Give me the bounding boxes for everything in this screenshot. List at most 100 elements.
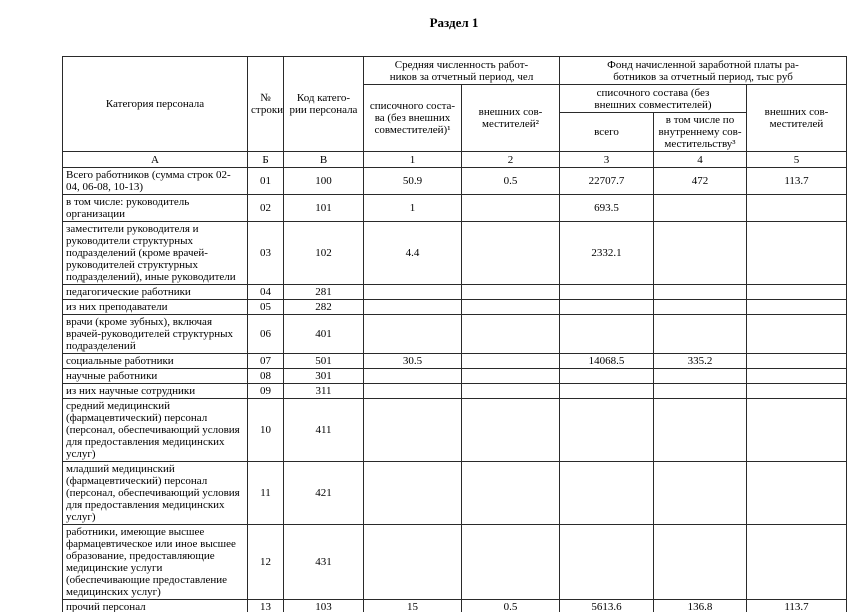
cell-category: средний медицинский (фармацевтический) п… xyxy=(62,398,248,462)
cell-c2: 0.5 xyxy=(461,167,560,195)
cell-c4 xyxy=(653,299,747,315)
cell-line: 08 xyxy=(247,368,284,384)
cell-c3 xyxy=(559,383,654,399)
cell-c4 xyxy=(653,368,747,384)
cell-c1 xyxy=(363,461,462,525)
table-row: Всего работников (сумма строк 02-04, 06-… xyxy=(62,167,847,195)
cell-c2 xyxy=(461,398,560,462)
header-category: Категория персонала xyxy=(62,56,248,152)
cell-c1 xyxy=(363,314,462,354)
cell-c2 xyxy=(461,194,560,222)
cell-c4 xyxy=(653,194,747,222)
cell-code: 281 xyxy=(283,284,364,300)
cell-c3: 14068.5 xyxy=(559,353,654,369)
cell-c3 xyxy=(559,368,654,384)
cell-c2: 0.5 xyxy=(461,599,560,612)
cell-c2 xyxy=(461,524,560,600)
cell-line: 13 xyxy=(247,599,284,612)
cell-line: 01 xyxy=(247,167,284,195)
header-line-number: № строки xyxy=(247,56,284,152)
cell-c5 xyxy=(746,383,847,399)
cell-c1: 4.4 xyxy=(363,221,462,285)
column-number-1: 1 xyxy=(363,151,462,168)
header-wage-fund-group: Фонд начисленной заработной платы ра- бо… xyxy=(559,56,847,85)
cell-c3 xyxy=(559,314,654,354)
cell-c4: 472 xyxy=(653,167,747,195)
cell-line: 03 xyxy=(247,221,284,285)
cell-c5 xyxy=(746,353,847,369)
table-row: средний медицинский (фармацевтический) п… xyxy=(62,398,847,462)
cell-c2 xyxy=(461,368,560,384)
cell-c3 xyxy=(559,524,654,600)
header-fund-total: всего xyxy=(559,112,654,152)
cell-c5 xyxy=(746,221,847,285)
table-row: в том числе: руководитель организации 02 1… xyxy=(62,194,847,222)
cell-category: врачи (кроме зубных), включая врачей-рук… xyxy=(62,314,248,354)
cell-category: прочий персонал xyxy=(62,599,248,612)
header-fund-internal: в том числе по внутреннему сов- местител… xyxy=(653,112,747,152)
cell-line: 10 xyxy=(247,398,284,462)
cell-c5 xyxy=(746,524,847,600)
table-row: из них преподаватели 05 282 xyxy=(62,299,847,315)
cell-c1: 15 xyxy=(363,599,462,612)
cell-c4 xyxy=(653,314,747,354)
cell-line: 06 xyxy=(247,314,284,354)
cell-code: 311 xyxy=(283,383,364,399)
table-row: врачи (кроме зубных), включая врачей-рук… xyxy=(62,314,847,354)
cell-c5: 113.7 xyxy=(746,167,847,195)
cell-code: 100 xyxy=(283,167,364,195)
cell-code: 282 xyxy=(283,299,364,315)
header-fund-external: внешних сов- местителей xyxy=(746,84,847,152)
table-row: педагогические работники 04 281 xyxy=(62,284,847,300)
cell-c4 xyxy=(653,461,747,525)
cell-c1 xyxy=(363,383,462,399)
cell-line: 11 xyxy=(247,461,284,525)
cell-c3 xyxy=(559,398,654,462)
table-row: младший медицинский (фармацевтический) п… xyxy=(62,461,847,525)
cell-c3 xyxy=(559,299,654,315)
column-letter-b: Б xyxy=(247,151,284,168)
personnel-table: Категория персонала № строки Код катего-… xyxy=(62,56,847,612)
cell-code: 401 xyxy=(283,314,364,354)
column-number-2: 2 xyxy=(461,151,560,168)
cell-c5 xyxy=(746,299,847,315)
table-row: из них научные сотрудники 09 311 xyxy=(62,383,847,399)
header-category-code: Код катего- рии персонала xyxy=(283,56,364,152)
column-number-3: 3 xyxy=(559,151,654,168)
table-row: прочий персонал 13 103 15 0.5 5613.6 136.8 113.… xyxy=(62,599,847,612)
cell-c5 xyxy=(746,194,847,222)
cell-c1: 30.5 xyxy=(363,353,462,369)
cell-c5 xyxy=(746,461,847,525)
cell-code: 103 xyxy=(283,599,364,612)
header-avg-payroll-staff: списочного соста- ва (без внешних совмес… xyxy=(363,84,462,152)
cell-line: 02 xyxy=(247,194,284,222)
table-row: работники, имеющие высшее фармацевтическ… xyxy=(62,524,847,600)
cell-category: научные работники xyxy=(62,368,248,384)
cell-line: 05 xyxy=(247,299,284,315)
column-number-4: 4 xyxy=(653,151,747,168)
cell-category: младший медицинский (фармацевтический) п… xyxy=(62,461,248,525)
cell-c4: 136.8 xyxy=(653,599,747,612)
cell-category: заместители руководителя и руководители … xyxy=(62,221,248,285)
header-fund-payroll-staff: списочного состава (без внешних совмести… xyxy=(559,84,747,113)
cell-c2 xyxy=(461,221,560,285)
cell-line: 09 xyxy=(247,383,284,399)
cell-c2 xyxy=(461,314,560,354)
cell-line: 12 xyxy=(247,524,284,600)
header-avg-external: внешних сов- местителей² xyxy=(461,84,560,152)
table-row: научные работники 08 301 xyxy=(62,368,847,384)
cell-c3 xyxy=(559,461,654,525)
cell-c3: 693.5 xyxy=(559,194,654,222)
column-number-5: 5 xyxy=(746,151,847,168)
cell-category: из них преподаватели xyxy=(62,299,248,315)
cell-code: 102 xyxy=(283,221,364,285)
column-letter-v: В xyxy=(283,151,364,168)
cell-code: 101 xyxy=(283,194,364,222)
cell-c2 xyxy=(461,299,560,315)
header-avg-headcount-group: Средняя численность работ- ников за отче… xyxy=(363,56,560,85)
cell-c1 xyxy=(363,398,462,462)
cell-c1 xyxy=(363,299,462,315)
cell-c5 xyxy=(746,398,847,462)
cell-c4 xyxy=(653,524,747,600)
cell-c1: 50.9 xyxy=(363,167,462,195)
